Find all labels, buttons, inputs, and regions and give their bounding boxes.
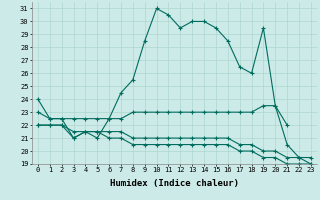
X-axis label: Humidex (Indice chaleur): Humidex (Indice chaleur) [110, 179, 239, 188]
